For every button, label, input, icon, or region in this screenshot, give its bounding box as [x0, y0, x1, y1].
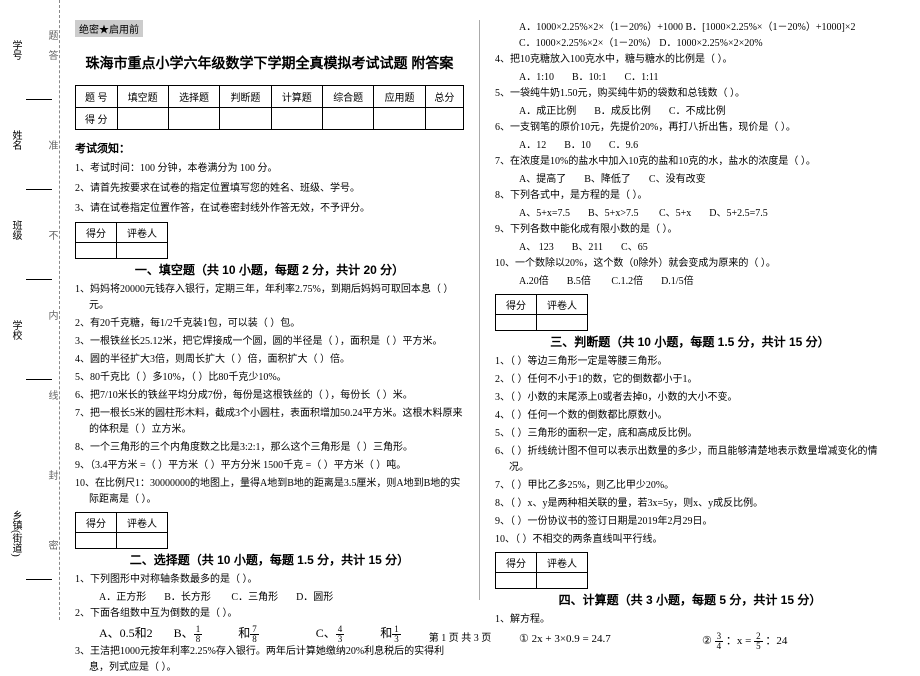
- notice-item: 2、请首先按要求在试卷的指定位置填写您的姓名、班级、学号。: [75, 180, 464, 198]
- fill-q: 10、在比例尺1：30000000的地图上，量得A地到B地的距离是3.5厘米，则…: [75, 476, 464, 508]
- grader-box: 得分评卷人: [75, 512, 168, 549]
- section-4-title: 四、计算题（共 3 小题，每题 5 分，共计 15 分）: [495, 591, 885, 608]
- choice-opts: A、 123B、211C、65: [495, 240, 885, 256]
- choice-q: 6、一支钢笔的原价10元，先提价20%，再打八折出售，现价是（ ）。: [495, 120, 885, 136]
- calc-head: 1、解方程。: [495, 612, 885, 628]
- binding-gutter: 学号 答 题 姓名 准 班级 不 学校 内 线 封 乡镇(街道) 密: [0, 0, 60, 620]
- fill-q: 8、一个三角形的三个内角度数之比是3:2:1，那么这个三角形是（ ）三角形。: [75, 440, 464, 456]
- fill-q: 5、80千克比（ ）多10%，（ ）比80千克少10%。: [75, 370, 464, 386]
- choice-opts: A．成正比例B．成反比例C．不成比例: [495, 104, 885, 120]
- fill-q: 7、把一根长5米的圆柱形木料，截成3个小圆柱，表面积增加50.24平方米。这根木…: [75, 406, 464, 438]
- choice-opts: A．1000×2.25%×2×（1－20%）+1000 B．[1000×2.25…: [495, 20, 885, 36]
- gutter-label: 姓名: [8, 130, 23, 150]
- fill-q: 9、（3.4平方米 =（ ）平方米（ ）平方分米 1500千克 =（ ）平方米（…: [75, 458, 464, 474]
- choice-opts: A．正方形B．长方形 C．三角形D．圆形: [75, 590, 464, 606]
- exam-title: 珠海市重点小学六年级数学下学期全真模拟考试试题 附答案: [75, 53, 464, 73]
- fill-q: 1、妈妈将20000元钱存入银行，定期三年，年利率2.75%，到期后妈妈可取回本…: [75, 282, 464, 314]
- choice-q: 7、在浓度是10%的盐水中加入10克的盐和10克的水，盐水的浓度是（ ）。: [495, 154, 885, 170]
- section-1-title: 一、填空题（共 10 小题，每题 2 分，共计 20 分）: [75, 261, 464, 278]
- left-column: 绝密★启用前 珠海市重点小学六年级数学下学期全真模拟考试试题 附答案 题 号 填…: [60, 20, 480, 600]
- choice-opts: A、5+x=7.5B、5+x>7.5 C、5+xD、5+2.5=7.5: [495, 206, 885, 222]
- gutter-label: 学号: [8, 40, 23, 60]
- choice-q: 2、下面各组数中互为倒数的是（ ）。: [75, 606, 464, 622]
- choice-q: 10、一个数除以20%，这个数（0除外）就会变成为原来的（ ）。: [495, 256, 885, 272]
- section-3-title: 三、判断题（共 10 小题，每题 1.5 分，共计 15 分）: [495, 333, 885, 350]
- choice-q: 4、把10克糖放入100克水中，糖与糖水的比例是（ ）。: [495, 52, 885, 68]
- fill-q: 3、一根铁丝长25.12米，把它焊接成一个圆，圆的半径是（ ），面积是（ ）平方…: [75, 334, 464, 350]
- secret-tag: 绝密★启用前: [75, 20, 143, 37]
- section-2-title: 二、选择题（共 10 小题，每题 1.5 分，共计 15 分）: [75, 551, 464, 568]
- choice-q: 5、一袋纯牛奶1.50元，购买纯牛奶的袋数和总钱数（ ）。: [495, 86, 885, 102]
- gutter-label: 班级: [8, 220, 23, 240]
- grader-box: 得分评卷人: [495, 294, 588, 331]
- page-footer: 第 1 页 共 3 页: [0, 629, 920, 644]
- choice-q: 3、王洁把1000元按年利率2.25%存入银行。两年后计算她缴纳20%利息税后的…: [75, 644, 464, 676]
- choice-q: 9、下列各数中能化成有限小数的是（ ）。: [495, 222, 885, 238]
- notice-item: 3、请在试卷指定位置作答，在试卷密封线外作答无效，不予评分。: [75, 200, 464, 218]
- fill-q: 4、圆的半径扩大3倍，则周长扩大（ ）倍，面积扩大（ ）倍。: [75, 352, 464, 368]
- choice-opts: A、提高了B、降低了C、没有改变: [495, 172, 885, 188]
- choice-q: 8、下列各式中，是方程的是（ ）。: [495, 188, 885, 204]
- grader-box: 得分评卷人: [495, 552, 588, 589]
- notice-head: 考试须知：: [75, 140, 464, 156]
- choice-opts: A．1:10B．10:1C．1:11: [495, 70, 885, 86]
- judge-q: 9、（ ）一份协议书的签订日期是2019年2月29日。: [495, 514, 885, 530]
- notice-item: 1、考试时间：100 分钟，本卷满分为 100 分。: [75, 160, 464, 178]
- choice-q: 1、下列图形中对称轴条数最多的是（ ）。: [75, 572, 464, 588]
- judge-q: 6、（ ）折线统计图不但可以表示出数量的多少，而且能够清楚地表示数量增减变化的情…: [495, 444, 885, 476]
- gutter-label: 学校: [8, 320, 23, 340]
- right-column: A．1000×2.25%×2×（1－20%）+1000 B．[1000×2.25…: [480, 20, 900, 600]
- judge-q: 2、（ ）任何不小于1的数，它的倒数都小于1。: [495, 372, 885, 388]
- judge-q: 3、（ ）小数的末尾添上0或者去掉0，小数的大小不变。: [495, 390, 885, 406]
- gutter-label: 乡镇(街道): [8, 510, 23, 557]
- choice-opts: C．1000×2.25%×2×（1－20%） D．1000×2.25%×2×20…: [495, 36, 885, 52]
- judge-q: 4、（ ）任何一个数的倒数都比原数小。: [495, 408, 885, 424]
- choice-opts: A．12B．10C．9.6: [495, 138, 885, 154]
- grader-box: 得分评卷人: [75, 222, 168, 259]
- judge-q: 8、（ ）x、y是两种相关联的量，若3x=5y，则x、y成反比例。: [495, 496, 885, 512]
- judge-q: 1、（ ）等边三角形一定是等腰三角形。: [495, 354, 885, 370]
- judge-q: 5、（ ）三角形的面积一定，底和高成反比例。: [495, 426, 885, 442]
- judge-q: 7、（ ）甲比乙多25%，则乙比甲少20%。: [495, 478, 885, 494]
- score-table: 题 号 填空题 选择题 判断题 计算题 综合题 应用题 总分 得 分: [75, 85, 464, 130]
- choice-opts: A.20倍B.5倍 C.1.2倍D.1/5倍: [495, 274, 885, 290]
- judge-q: 10、（ ）不相交的两条直线叫平行线。: [495, 532, 885, 548]
- fill-q: 6、把7/10米长的铁丝平均分成7份，每份是这根铁丝的（ ），每份长（ ）米。: [75, 388, 464, 404]
- fill-q: 2、有20千克糖，每1/2千克装1包，可以装（ ）包。: [75, 316, 464, 332]
